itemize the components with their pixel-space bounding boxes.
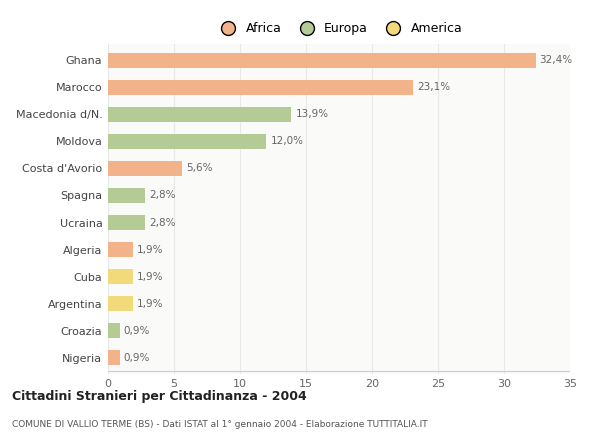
Bar — [108, 161, 182, 176]
Text: 12,0%: 12,0% — [271, 136, 304, 147]
Bar — [108, 350, 120, 365]
Bar — [108, 80, 413, 95]
Text: Cittadini Stranieri per Cittadinanza - 2004: Cittadini Stranieri per Cittadinanza - 2… — [12, 390, 307, 403]
Bar — [108, 188, 145, 203]
Bar — [108, 134, 266, 149]
Bar — [108, 242, 133, 257]
Text: 0,9%: 0,9% — [124, 326, 150, 336]
Text: 1,9%: 1,9% — [137, 245, 164, 255]
Text: 5,6%: 5,6% — [186, 163, 212, 173]
Text: 1,9%: 1,9% — [137, 299, 164, 309]
Bar — [108, 269, 133, 284]
Text: 13,9%: 13,9% — [295, 109, 329, 119]
Bar — [108, 107, 292, 122]
Bar — [108, 215, 145, 230]
Bar — [108, 323, 120, 338]
Text: 2,8%: 2,8% — [149, 217, 175, 227]
Legend: Africa, Europa, America: Africa, Europa, America — [211, 17, 467, 40]
Text: 1,9%: 1,9% — [137, 271, 164, 282]
Bar — [108, 296, 133, 311]
Text: 0,9%: 0,9% — [124, 353, 150, 363]
Text: 2,8%: 2,8% — [149, 191, 175, 201]
Bar — [108, 53, 536, 68]
Text: COMUNE DI VALLIO TERME (BS) - Dati ISTAT al 1° gennaio 2004 - Elaborazione TUTTI: COMUNE DI VALLIO TERME (BS) - Dati ISTAT… — [12, 420, 428, 429]
Text: 23,1%: 23,1% — [417, 82, 450, 92]
Text: 32,4%: 32,4% — [539, 55, 573, 65]
